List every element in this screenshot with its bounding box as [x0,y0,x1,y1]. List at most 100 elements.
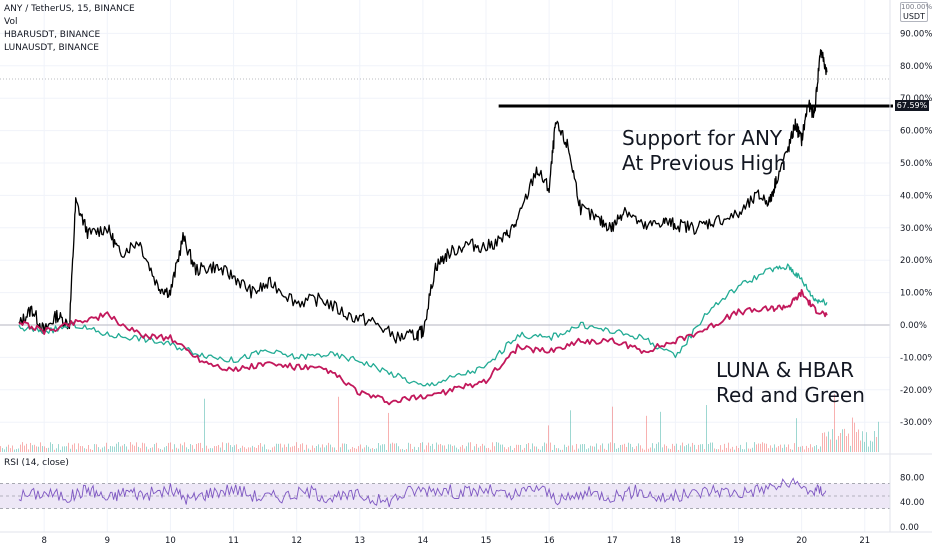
volume-bar [616,448,617,452]
volume-bar [378,443,379,452]
volume-bar [168,442,169,452]
y-tick-label: 80.00% [900,62,932,72]
volume-bar [852,417,853,452]
volume-bar [874,431,875,452]
volume-bar [752,447,753,452]
volume-bar [120,446,121,452]
legend-hbar[interactable]: HBARUSDT, BINANCE [4,30,101,40]
volume-bar [228,442,229,452]
volume-bar [290,447,291,452]
volume-bar [470,442,471,452]
volume-bar [622,444,623,452]
volume-bar [60,449,61,452]
volume-bar [296,442,297,452]
volume-bar [456,447,457,452]
volume-bar [500,444,501,452]
volume-bar [104,446,105,452]
y-tick-label: 50.00% [900,159,932,169]
volume-bar [356,448,357,452]
volume-bar [244,447,245,452]
volume-bar [8,444,9,452]
volume-bar [686,445,687,452]
unit-selector[interactable]: 100.00% USDT [900,2,932,22]
legend-rsi[interactable]: RSI (14, close) [4,458,69,468]
volume-bar [222,442,223,452]
volume-bar [464,448,465,452]
time-axis[interactable]: 8 9 10 11 12 13 14 15 16 17 18 19 20 21 [0,531,932,546]
y-tick-label: -10.00% [900,353,932,363]
series-lines [18,49,828,406]
legend-vol[interactable]: Vol [4,17,18,27]
volume-bar [116,443,117,452]
volume-bar [876,436,877,452]
price-axis[interactable]: 90.00% 80.00% 70.00% 60.00% 50.00% 40.00% 30.0… [889,0,932,533]
volume-bar [190,444,191,452]
volume-bar [204,398,205,452]
volume-bar [352,446,353,452]
volume-bar [628,442,629,452]
volume-bar [114,446,115,452]
volume-bar [166,446,167,452]
volume-bar [10,448,11,452]
volume-bar [736,445,737,452]
volume-bar [514,448,515,452]
volume-bar [100,449,101,452]
volume-bar [52,444,53,452]
volume-bar [234,445,235,452]
x-tick-label: 15 [481,536,492,546]
volume-bar [252,445,253,452]
volume-bar [480,446,481,452]
volume-bar [482,443,483,452]
volume-bar [740,444,741,452]
volume-bar [36,446,37,452]
volume-bar [374,449,375,452]
volume-bar [26,443,27,452]
volume-bar [756,444,757,452]
volume-bar [582,444,583,452]
volume-bar [506,449,507,452]
volume-bar [494,446,495,452]
x-tick-label: 9 [105,536,110,546]
volume-bar [152,447,153,452]
volume-bar [772,447,773,452]
y-tick-label: -20.00% [900,386,932,396]
volume-bar [176,447,177,452]
volume-bar [94,444,95,452]
volume-bar [518,444,519,452]
volume-bar [376,448,377,452]
volume-bar [588,448,589,452]
legend-luna[interactable]: LUNAUSDT, BINANCE [4,43,99,53]
volume-bar [694,444,695,452]
volume-bar [800,446,801,452]
volume-bar [336,449,337,452]
volume-bar [236,444,237,452]
volume-bar [322,444,323,452]
volume-bar [46,448,47,452]
volume-bar [590,445,591,452]
volume-bar [284,444,285,452]
legend-symbol[interactable]: ANY / TetherUS, 15, BINANCE [4,4,135,14]
volume-bar [566,447,567,452]
volume-bar [316,446,317,452]
volume-bar [208,448,209,452]
volume-bar [304,449,305,452]
volume-bar [108,449,109,452]
volume-bar [556,448,557,452]
volume-bar [174,444,175,452]
volume-bar [466,446,467,452]
volume-bar [246,448,247,452]
volume-bar [318,444,319,452]
volume-bar [270,449,271,452]
volume-bar [448,444,449,452]
volume-bar [866,432,867,452]
x-tick-label: 10 [165,536,176,546]
volume-bar [558,448,559,452]
volume-bar [468,442,469,452]
volume-bar [478,447,479,452]
x-tick-label: 17 [607,536,618,546]
volume-bar [420,443,421,452]
volume-bar [18,448,19,452]
volume-bar [212,448,213,452]
volume-bar [648,448,649,452]
